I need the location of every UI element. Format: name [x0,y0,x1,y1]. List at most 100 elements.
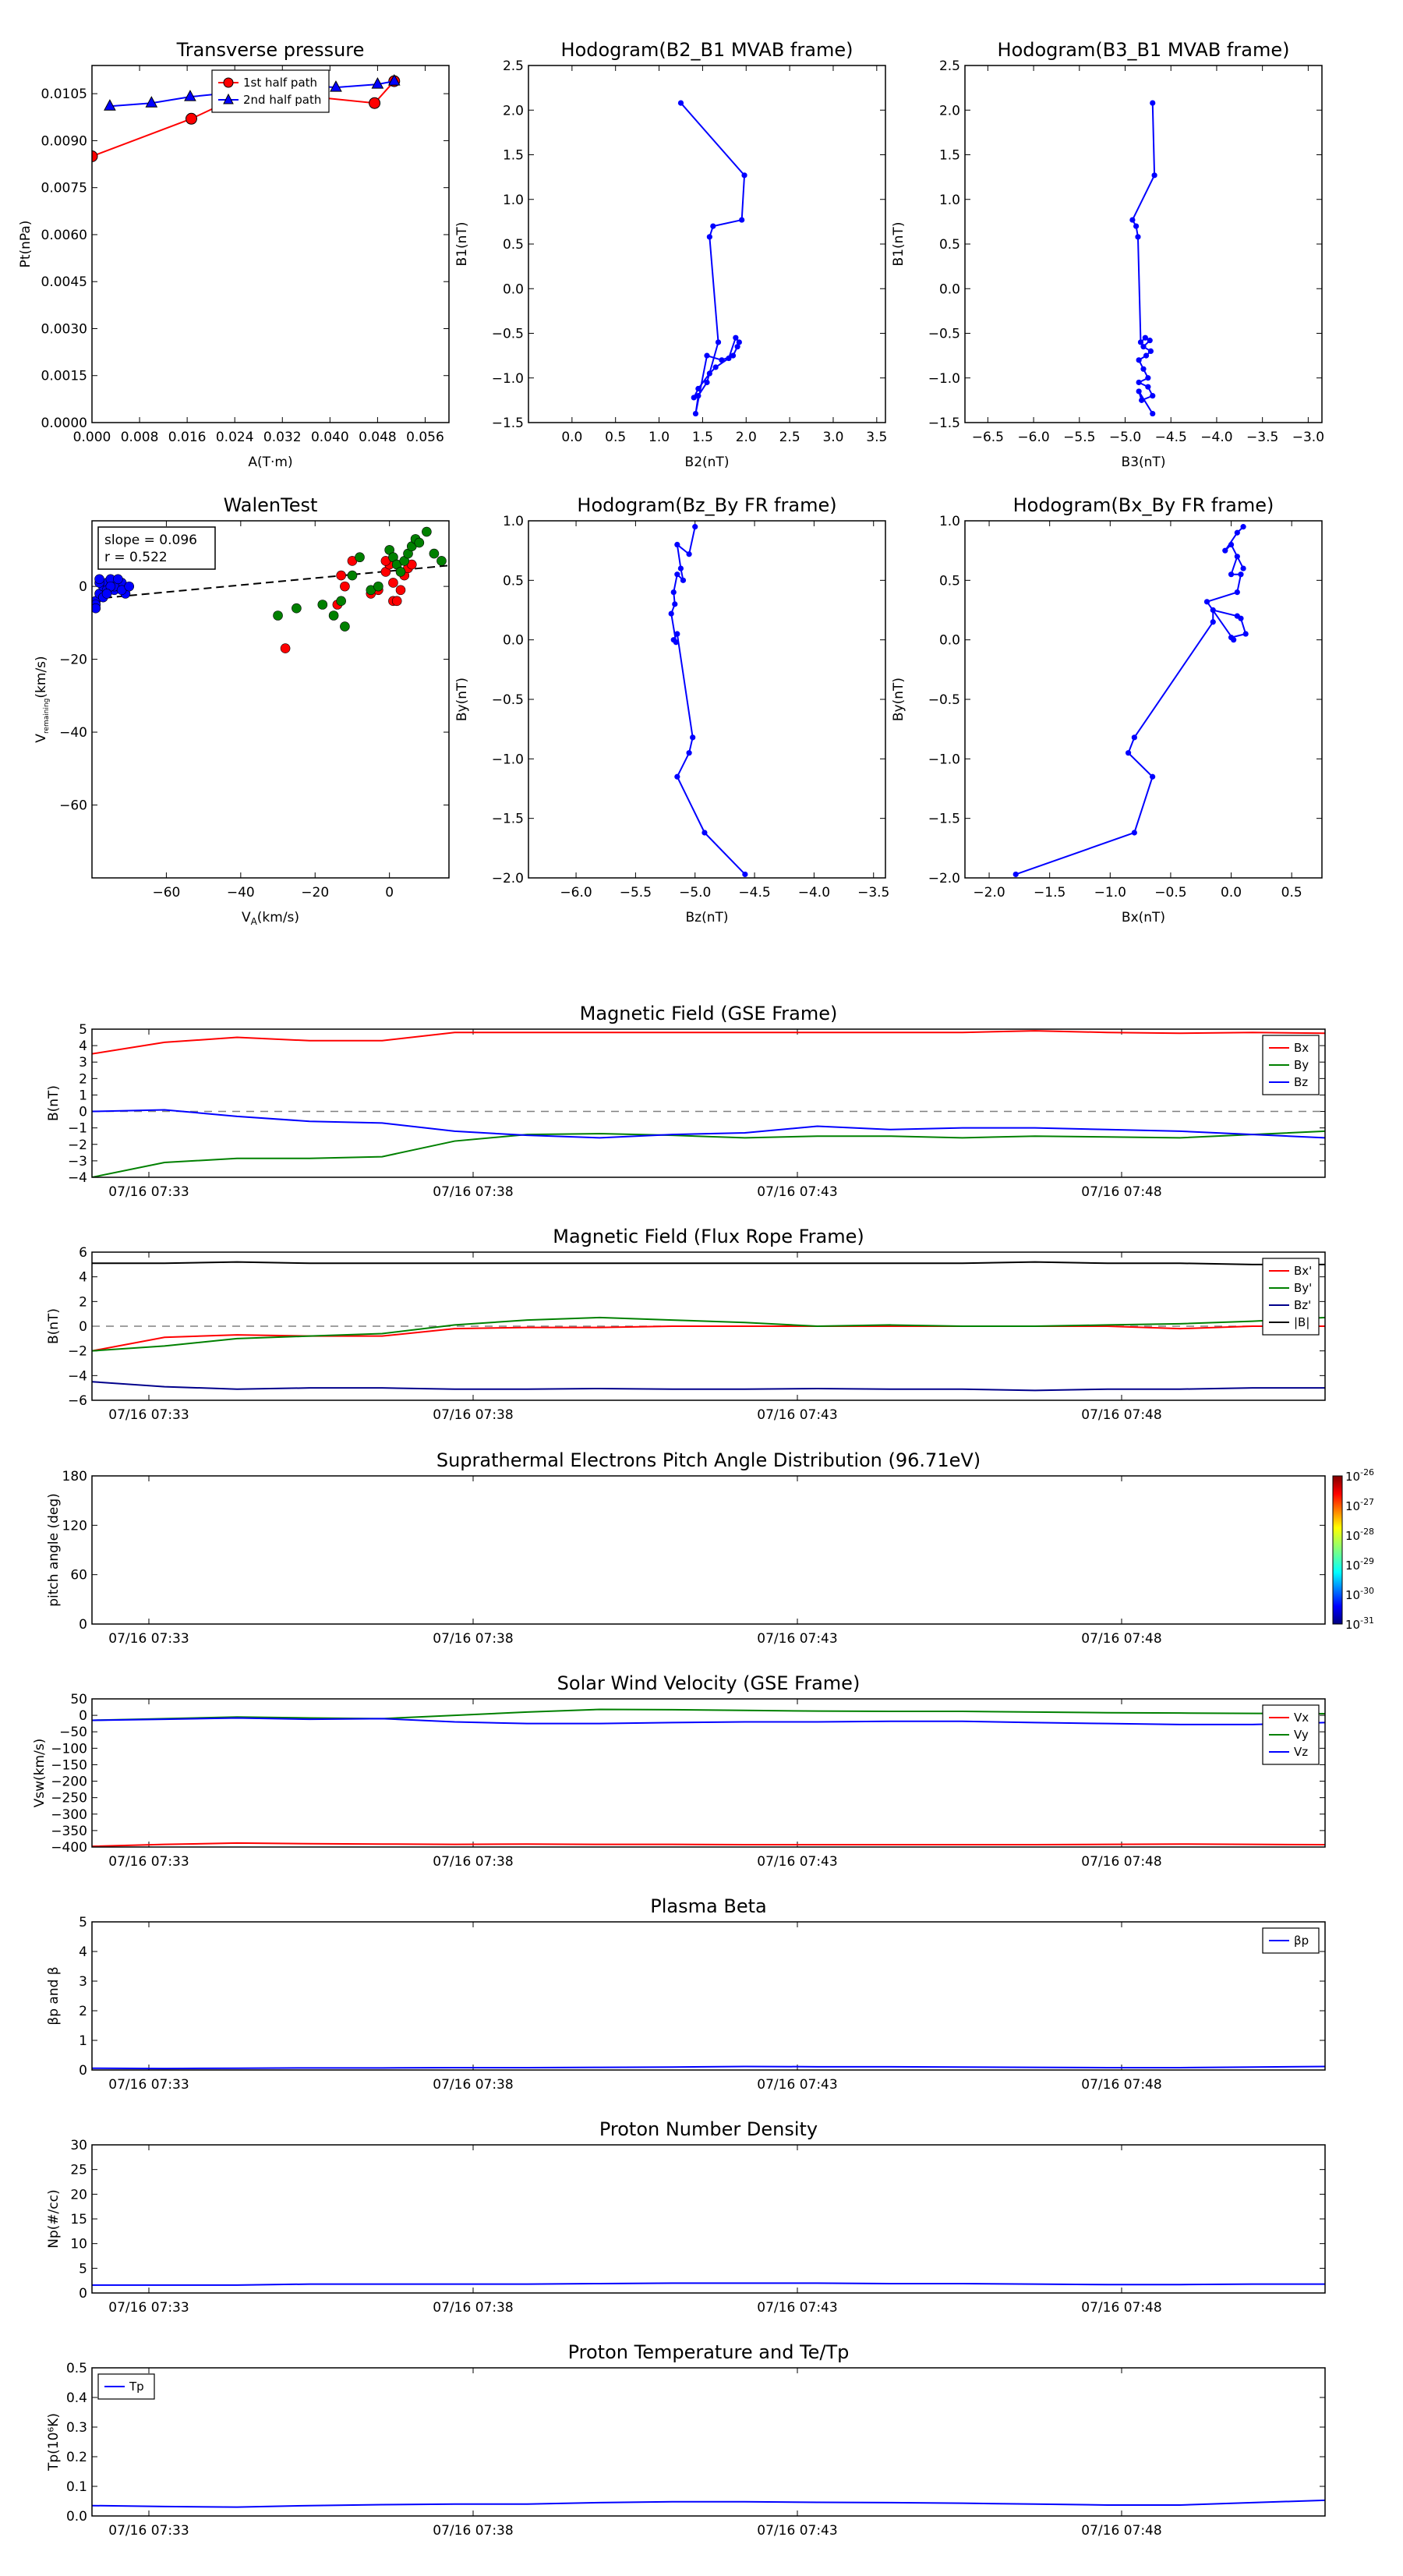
data-point [92,603,101,614]
y-tick-label: 2.0 [503,103,524,119]
x-tick-label: 07/16 07:43 [757,2523,837,2539]
series-line [92,1316,1325,1352]
data-point [704,352,710,359]
data-point [670,589,677,596]
x-tick-label: 2.5 [779,430,800,445]
legend-marker [223,77,234,88]
x-tick-label: 07/16 07:33 [108,1184,189,1200]
x-tick-label: 0 [385,885,394,901]
x-tick-label: −5.5 [620,885,652,901]
y-tick-label: 0.5 [503,237,524,253]
axes-frame [91,2144,1326,2294]
series-series-0 [1129,100,1157,417]
panel-pitch-angle: Suprathermal Electrons Pitch Angle Distr… [46,1449,1374,1647]
y-tick-label: 15 [70,2212,87,2227]
y-tick-label: −1 [68,1121,87,1137]
x-tick-label: 07/16 07:43 [757,1407,837,1423]
data-point [674,541,680,548]
legend-entry: Bz [1269,1075,1308,1089]
data-point [1125,750,1132,756]
x-tick-label: 07/16 07:48 [1081,1407,1161,1423]
axes-frame [91,65,450,423]
y-tick-label: 1.0 [939,514,960,529]
y-tick-label: −1.0 [492,752,524,767]
y-tick-label: 5 [79,2261,87,2277]
chart-title: Magnetic Field (Flux Rope Frame) [553,1226,864,1247]
series-series-0 [1012,524,1249,878]
data-point [1137,339,1144,345]
legend-entry: By [1269,1058,1309,1072]
data-point [1150,773,1156,780]
panel-solar-wind-velocity: Solar Wind Velocity (GSE Frame)−400−350−… [32,1672,1326,1870]
x-tick-label: 07/16 07:33 [108,1407,189,1423]
chart-title: Hodogram(Bz_By FR frame) [577,494,836,516]
y-tick-label: −1.0 [928,371,960,387]
y-tick-label: 0 [79,579,87,595]
x-tick-label: −40 [227,885,255,901]
legend-entry: 1st half path [218,76,317,90]
data-point [1228,571,1235,578]
y-tick-label: 0 [79,1617,87,1633]
y-tick-label: 50 [70,1692,87,1707]
y-tick-label: 0.0075 [41,181,87,196]
legend-label: Bz' [1294,1298,1311,1312]
data-point [371,77,384,89]
panel-hodogram-b2-b1: Hodogram(B2_B1 MVAB frame) −1.5 −1.0 −0.5 0.… [454,39,887,470]
x-tick-label: 07/16 07:48 [1081,1184,1161,1200]
data-point [1140,366,1147,372]
chart-title: Proton Number Density [599,2118,818,2140]
data-point [742,871,748,878]
data-point [686,551,692,557]
data-point [1147,338,1153,344]
x-tick-label: 07/16 07:38 [433,2077,513,2093]
legend-label: Tp [129,2380,144,2394]
data-point [695,393,702,399]
y-tick-label: 2 [79,2004,87,2019]
data-point [677,100,684,106]
series--b- [92,1261,1325,1265]
data-layer [92,1261,1325,1392]
data-point [184,90,196,101]
legend-entry: Vz [1269,1745,1308,1759]
series-line [92,1842,1325,1847]
chart-title: Transverse pressure [176,39,365,61]
x-tick-label: 07/16 07:43 [757,2077,837,2093]
y-axis-label: Pt(nPa) [18,221,34,268]
x-tick-label: 07/16 07:43 [757,1854,837,1870]
x-tick-label: −20 [301,885,329,901]
y-tick-label: 60 [70,1568,87,1583]
data-point [355,552,365,563]
data-point [674,773,680,780]
data-point [1140,344,1147,350]
y-tick-label: 0.5 [939,237,960,253]
x-tick-label: −3.5 [857,885,889,901]
y-tick-label: 3 [79,1974,87,1990]
y-tick-label: 0 [79,2063,87,2079]
colorbar-tick-label: 10-27 [1345,1497,1374,1513]
series-series-2 [273,526,447,632]
data-point [280,643,291,653]
x-tick-label: 07/16 07:33 [108,1631,189,1647]
y-tick-label: 0.0 [503,281,524,297]
y-axis-label: Vsw(km/s) [32,1739,48,1808]
data-point [94,574,104,585]
data-point [1131,734,1137,741]
axes-frame [91,1698,1326,1848]
series-line [92,1708,1325,1721]
y-tick-label: 0.0015 [41,369,87,384]
legend-label: Bx [1294,1041,1309,1055]
data-point [328,610,339,621]
data-point [668,610,674,617]
data-point [101,589,112,599]
x-axis-label: B3(nT) [1122,455,1166,470]
x-axis-label: VA(km/s) [242,910,299,927]
y-tick-label: 0.4 [66,2390,87,2406]
chart-title: WalenTest [224,494,318,516]
data-point [388,578,398,588]
data-point [726,355,732,362]
data-point [317,600,328,610]
panel-mag-field-fr: Magnetic Field (Flux Rope Frame) −6 −4 −2 0 2… [46,1226,1326,1423]
y-tick-label: 0.0060 [41,228,87,243]
data-layer [1012,524,1249,878]
